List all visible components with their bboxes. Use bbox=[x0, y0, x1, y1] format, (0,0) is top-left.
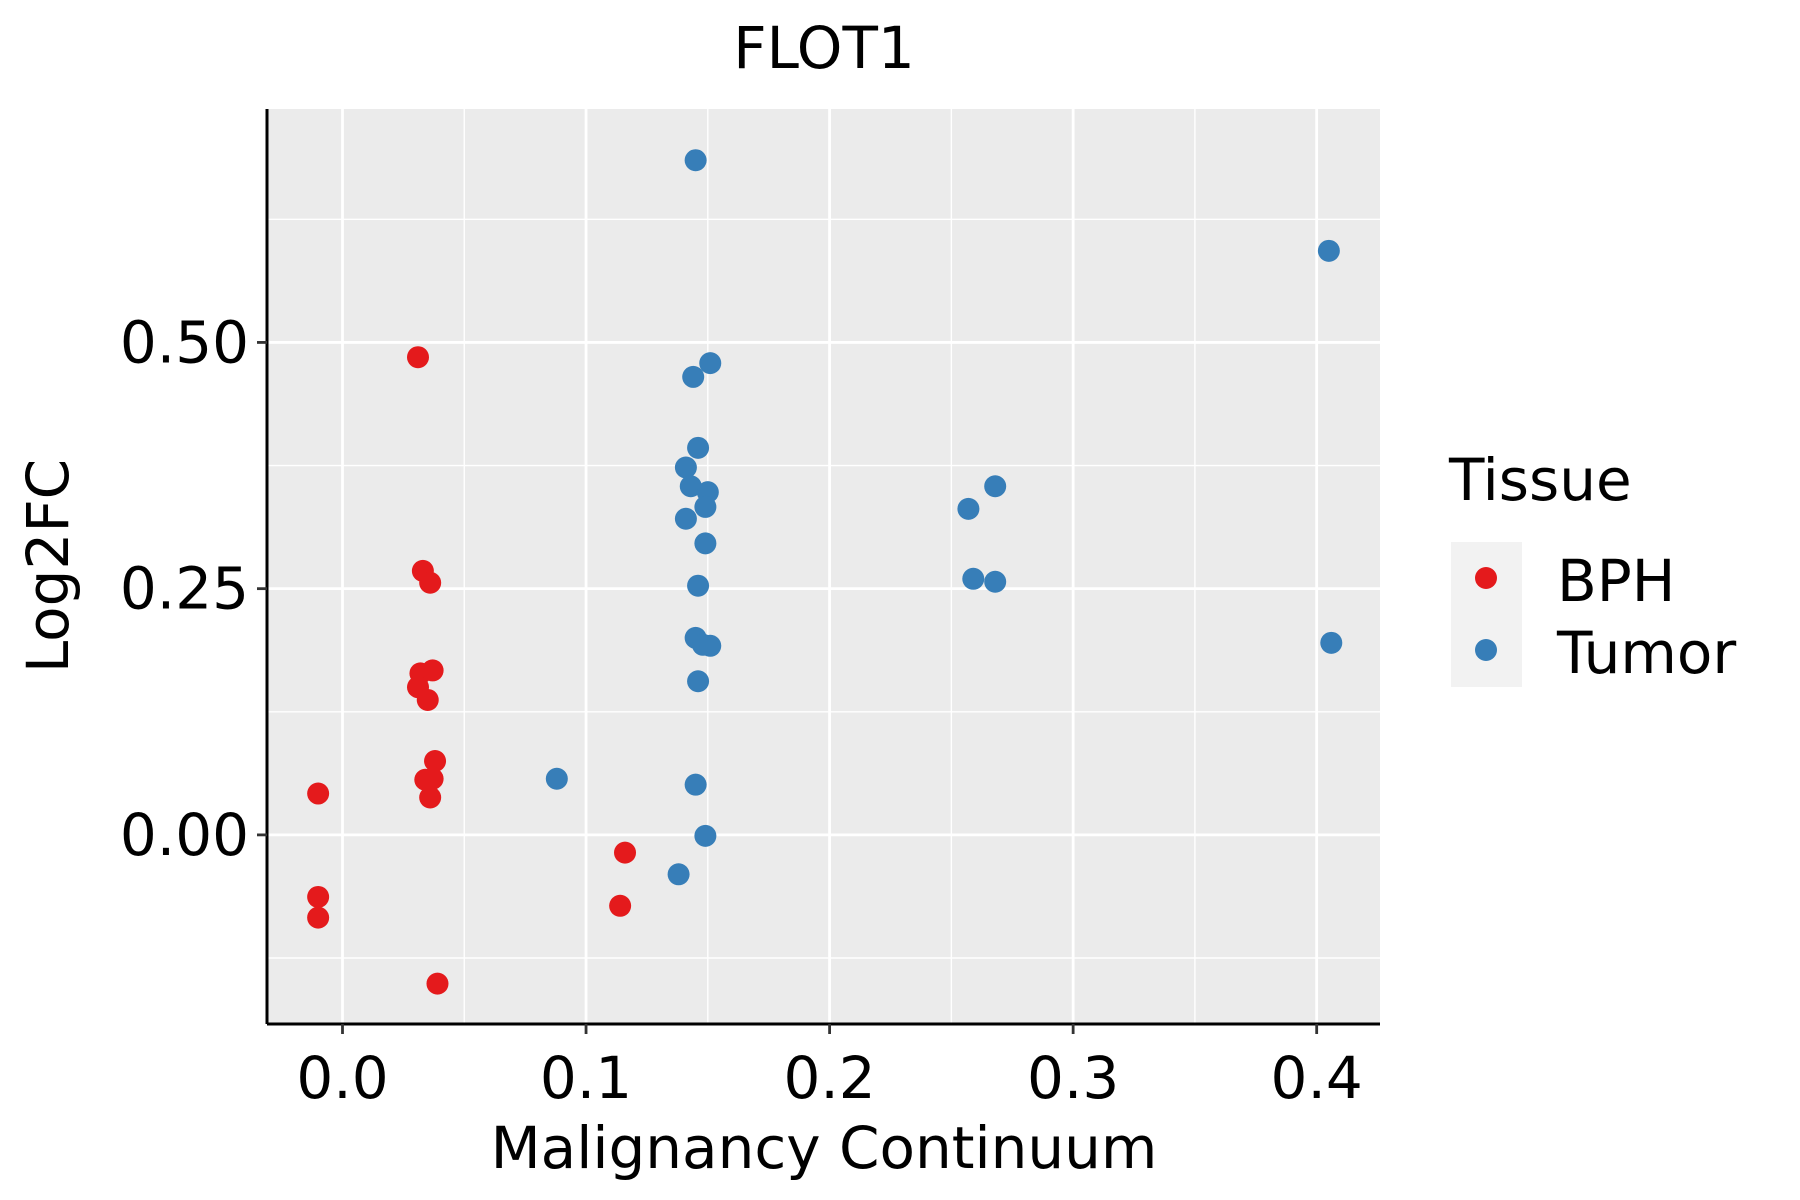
data-point-bph bbox=[419, 571, 442, 594]
data-point-tumor bbox=[674, 507, 697, 530]
y-tick-label: 0.25 bbox=[120, 555, 249, 623]
data-point-tumor bbox=[682, 365, 705, 388]
data-point-bph bbox=[406, 346, 429, 369]
legend: Tissue BPH Tumor bbox=[1448, 446, 1736, 687]
y-tick-label: 0.00 bbox=[120, 801, 249, 869]
data-point-tumor bbox=[1317, 239, 1340, 262]
data-point-tumor bbox=[699, 352, 722, 375]
data-point-tumor bbox=[699, 634, 722, 657]
x-tick-label: 0.2 bbox=[783, 1044, 875, 1112]
data-point-tumor bbox=[679, 475, 702, 498]
x-axis-title: Malignancy Continuum bbox=[491, 1114, 1158, 1182]
y-axis-title: Log2FC bbox=[14, 459, 82, 673]
plot-panel bbox=[267, 109, 1380, 1024]
data-point-bph bbox=[421, 659, 444, 682]
data-point-tumor bbox=[1320, 631, 1343, 654]
y-tick-label: 0.50 bbox=[120, 308, 249, 376]
x-axis-ticks: 0.0 0.1 0.2 0.3 0.4 bbox=[296, 1024, 1363, 1112]
legend-label-bph: BPH bbox=[1557, 547, 1675, 615]
data-point-bph bbox=[307, 885, 330, 908]
data-point-tumor bbox=[667, 863, 690, 886]
x-tick-label: 0.3 bbox=[1027, 1044, 1119, 1112]
data-point-tumor bbox=[694, 532, 717, 555]
chart-title: FLOT1 bbox=[733, 14, 915, 82]
data-point-bph bbox=[426, 972, 449, 995]
data-point-tumor bbox=[687, 574, 710, 597]
data-point-tumor bbox=[694, 824, 717, 847]
data-point-bph bbox=[424, 750, 447, 773]
x-tick-label: 0.1 bbox=[540, 1044, 632, 1112]
data-point-tumor bbox=[674, 456, 697, 479]
data-point-tumor bbox=[545, 767, 568, 790]
legend-label-tumor: Tumor bbox=[1556, 619, 1736, 687]
data-point-bph bbox=[609, 894, 632, 917]
data-point-tumor bbox=[684, 773, 707, 796]
data-point-tumor bbox=[984, 570, 1007, 593]
y-axis-ticks: 0.00 0.25 0.50 bbox=[120, 308, 267, 869]
data-point-bph bbox=[419, 786, 442, 809]
data-point-tumor bbox=[687, 436, 710, 459]
data-point-bph bbox=[421, 767, 444, 790]
legend-title: Tissue bbox=[1448, 446, 1632, 514]
x-tick-label: 0.0 bbox=[296, 1044, 388, 1112]
major-gridlines bbox=[267, 109, 1380, 1024]
x-tick-label: 0.4 bbox=[1271, 1044, 1363, 1112]
data-point-tumor bbox=[694, 495, 717, 518]
legend-marker-bph bbox=[1475, 567, 1497, 589]
data-point-tumor bbox=[687, 670, 710, 693]
data-point-bph bbox=[307, 782, 330, 805]
data-point-tumor bbox=[684, 149, 707, 172]
data-point-bph bbox=[307, 906, 330, 929]
data-point-bph bbox=[614, 841, 637, 864]
minor-gridlines bbox=[267, 109, 1380, 1024]
data-point-bph bbox=[416, 688, 439, 711]
legend-marker-tumor bbox=[1475, 639, 1497, 661]
data-point-tumor bbox=[962, 567, 985, 590]
data-point-tumor bbox=[984, 475, 1007, 498]
data-points bbox=[307, 149, 1343, 995]
data-point-tumor bbox=[957, 497, 980, 520]
